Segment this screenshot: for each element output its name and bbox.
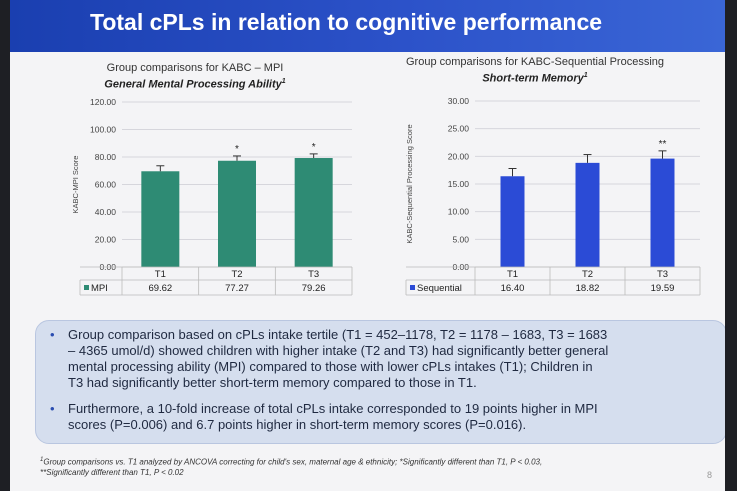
y-tick-label: 10.00	[448, 207, 470, 217]
legend-label: Sequential	[417, 283, 462, 294]
bar-t2	[218, 160, 256, 267]
bullet-1-line-3: mental processing ability (MPI) compared…	[68, 359, 593, 374]
x-tick-label: T2	[582, 269, 593, 280]
slide: Total cPLs in relation to cognitive perf…	[10, 0, 725, 491]
chart-2-subtitle: Short-term Memory1	[482, 72, 588, 85]
bullet-2-line-1: Furthermore, a 10-fold increase of total…	[68, 401, 598, 416]
y-axis-label: KABC-Sequential Processing Score	[405, 124, 414, 243]
bullet-2-line-2: scores (P=0.006) and 6.7 points higher i…	[68, 417, 527, 432]
y-tick-label: 20.00	[448, 151, 470, 161]
bullet-2: • Furthermore, a 10-fold increase of tot…	[50, 401, 598, 433]
y-tick-label: 30.00	[448, 96, 470, 106]
bar-t2	[575, 162, 600, 267]
bullet-1-line-4: T3 had significantly better short-term m…	[68, 375, 477, 390]
bar-t1	[141, 171, 180, 267]
chart-1-heading: Group comparisons for KABC – MPI General…	[80, 62, 310, 92]
legend-swatch	[410, 285, 415, 290]
x-tick-label: T2	[231, 269, 242, 280]
data-value-label: 19.59	[651, 283, 675, 294]
y-tick-label: 25.00	[448, 124, 470, 134]
data-value-label: 79.26	[302, 283, 326, 294]
y-axis-label: KABC-MPI Score	[71, 156, 80, 214]
bar-t3	[650, 158, 675, 267]
significance-marker: *	[312, 142, 316, 153]
title-bar: Total cPLs in relation to cognitive perf…	[10, 0, 725, 52]
y-tick-label: 5.00	[452, 234, 469, 244]
y-tick-label: 40.00	[95, 207, 117, 217]
bullet-1-line-2: – 4365 umol/d) showed children with high…	[68, 343, 609, 358]
chart-1-subtitle: General Mental Processing Ability1	[104, 78, 286, 91]
slide-title: Total cPLs in relation to cognitive perf…	[90, 9, 603, 35]
significance-marker: **	[659, 139, 667, 150]
footnote: 1Group comparisons vs. T1 analyzed by AN…	[40, 455, 700, 478]
data-value-label: 18.82	[576, 283, 600, 294]
sequential-bar-chart: 0.005.0010.0015.0020.0025.0030.00KABC-Se…	[405, 96, 701, 296]
data-value-label: 77.27	[225, 283, 249, 294]
y-tick-label: 100.00	[90, 125, 116, 135]
y-tick-label: 80.00	[95, 152, 117, 162]
bullet-1-line-1: Group comparison based on cPLs intake te…	[68, 327, 608, 342]
bar-t1	[500, 176, 525, 267]
data-value-label: 16.40	[501, 283, 525, 294]
bullet-dot: •	[50, 327, 55, 342]
footnote-line-1: 1Group comparisons vs. T1 analyzed by AN…	[40, 457, 543, 467]
bar-t3	[294, 158, 333, 267]
y-tick-label: 20.00	[95, 235, 117, 245]
legend-swatch	[84, 285, 89, 290]
summary-box: • Group comparison based on cPLs intake …	[35, 320, 725, 444]
y-tick-label: 60.00	[95, 180, 117, 190]
bullet-1: • Group comparison based on cPLs intake …	[50, 327, 608, 391]
chart-2-title: Group comparisons for KABC-Sequential Pr…	[405, 56, 664, 68]
x-tick-label: T3	[657, 269, 668, 280]
chart-1-title: Group comparisons for KABC – MPI	[106, 62, 284, 74]
y-tick-label: 15.00	[448, 179, 470, 189]
y-tick-label: 120.00	[90, 97, 116, 107]
data-value-label: 69.62	[148, 283, 172, 294]
bullet-dot: •	[50, 401, 55, 416]
chart-2-heading: Group comparisons for KABC-Sequential Pr…	[380, 56, 690, 86]
footnote-line-2: **Significantly different than T1, P < 0…	[40, 467, 184, 477]
x-tick-label: T1	[507, 269, 518, 280]
significance-marker: *	[235, 144, 239, 155]
page-number: 8	[707, 470, 713, 480]
legend-label: MPI	[91, 283, 108, 294]
x-tick-label: T3	[308, 269, 319, 280]
mpi-bar-chart: 0.0020.0040.0060.0080.00100.00120.00KABC…	[71, 97, 353, 296]
x-tick-label: T1	[155, 269, 166, 280]
